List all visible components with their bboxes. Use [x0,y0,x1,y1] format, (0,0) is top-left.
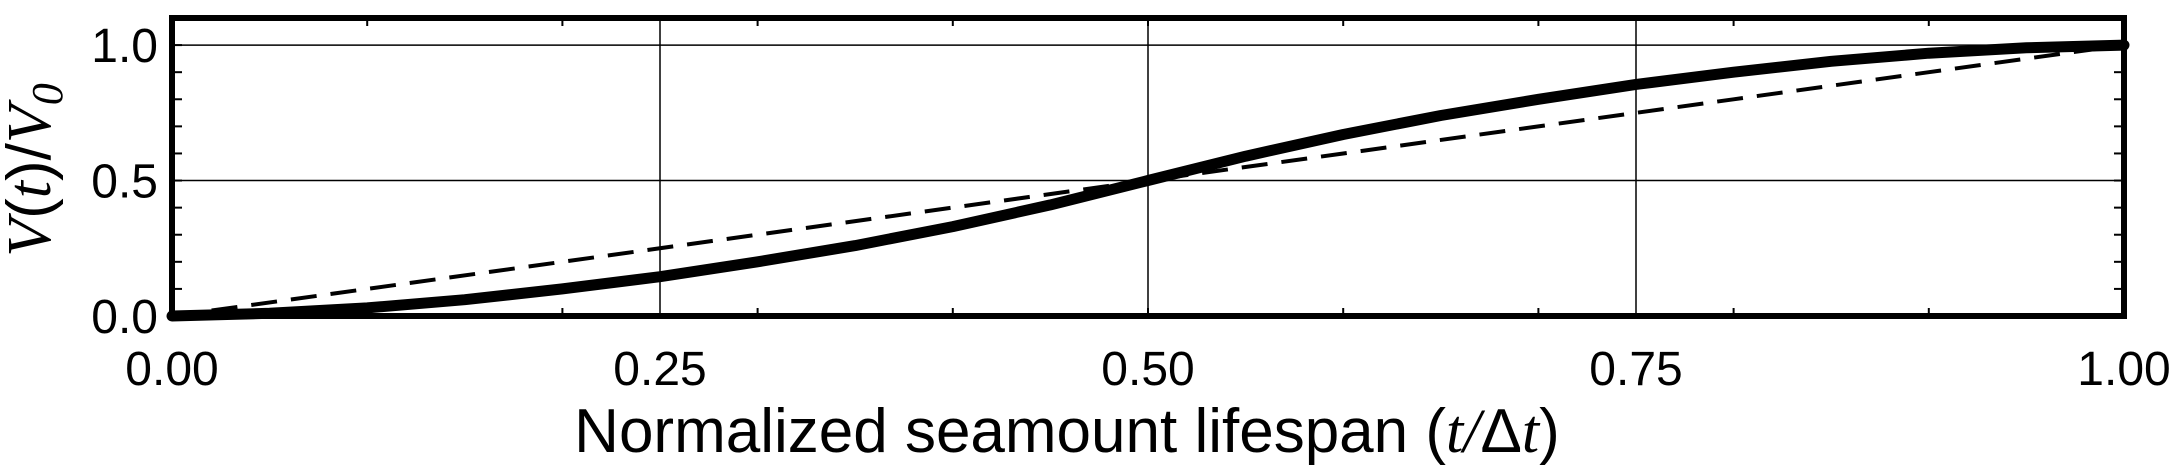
x-axis-title: Normalized seamount lifespan (t/Δt) [574,397,1560,466]
x-tick-label-2: 0.50 [1101,343,1194,396]
x-tick-labels: 0.00 0.25 0.50 0.75 1.00 [125,343,2170,396]
y-axis-title-t: t [0,179,64,198]
x-tick-label-4: 1.00 [2077,343,2170,396]
x-axis-title-prefix: Normalized seamount lifespan ( [574,397,1446,466]
y-axis-title-open: ( [0,198,64,219]
x-axis-title-denominator: t [1522,398,1541,466]
series-layer [166,39,2130,322]
x-tick-label-1: 0.25 [613,343,706,396]
y-tick-label-1: 0.5 [91,156,158,209]
y-axis-title-close: )/ [0,142,64,181]
y-tick-label-2: 1.0 [91,20,158,73]
plot-frame [169,15,2127,319]
y-tick-label-0: 0.0 [91,291,158,344]
series-line-dashed [171,43,2125,318]
x-axis-title-delta: Δ [1481,397,1522,466]
y-axis-title: V(t)/V0 [0,83,72,257]
y-tick-labels: 0.0 0.5 1.0 [91,20,158,344]
y-axis-title-v: V [0,213,64,257]
x-tick-label-3: 0.75 [1589,343,1682,396]
x-axis-title-numerator: t [1446,398,1465,466]
x-axis-title-suffix: ) [1539,397,1560,466]
y-axis-title-subscript: 0 [23,83,72,105]
y-axis-title-v0: V [0,99,64,143]
x-tick-label-0: 0.00 [125,343,218,396]
